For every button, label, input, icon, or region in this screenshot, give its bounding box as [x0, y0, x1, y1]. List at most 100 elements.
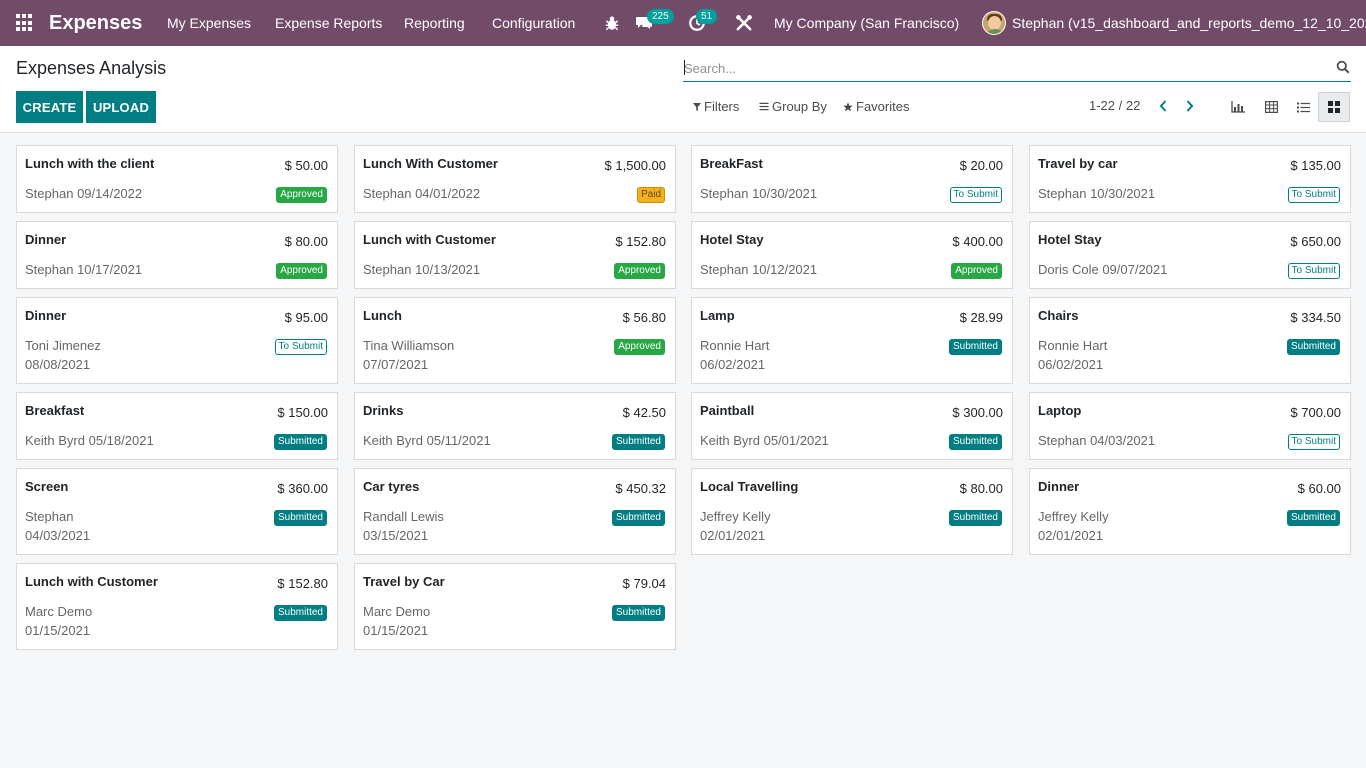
menu-expense-reports[interactable]: Expense Reports [275, 15, 383, 31]
filters-button[interactable]: Filters [693, 99, 739, 114]
expense-card[interactable]: Travel by car $ 135.00 Stephan 10/30/2021 T… [1029, 145, 1351, 213]
status-badge: Approved [276, 187, 327, 203]
expense-amount: $ 80.00 [284, 234, 328, 249]
tools-icon [736, 15, 752, 31]
search-bar [683, 56, 1351, 82]
expense-employee: Tina Williamson [363, 338, 455, 353]
list-lines-icon [759, 102, 769, 111]
expense-title: Hotel Stay [700, 232, 764, 247]
expense-employee: Stephan [1038, 433, 1087, 448]
expense-card[interactable]: Local Travelling $ 80.00 Jeffrey Kelly 02/0… [691, 468, 1013, 555]
status-badge: Submitted [611, 605, 665, 621]
messages-count-badge: 225 [647, 9, 674, 24]
expense-card[interactable]: Hotel Stay $ 400.00 Stephan 10/12/2021 Appr… [691, 221, 1013, 289]
menu-configuration[interactable]: Configuration [492, 15, 576, 31]
expense-card[interactable]: Drinks $ 42.50 Keith Byrd 05/11/2021 Submit… [354, 392, 676, 460]
search-icon[interactable] [1336, 60, 1350, 74]
expense-card[interactable]: Lunch with Customer $ 152.80 Marc Demo 01/1… [16, 563, 338, 650]
expense-employee-date: Stephan 04/03/2021 [1038, 433, 1155, 448]
expense-title: Local Travelling [700, 479, 799, 494]
expense-employee-date: Keith Byrd 05/01/2021 [700, 433, 829, 448]
expense-amount: $ 700.00 [1290, 405, 1341, 420]
status-badge: Submitted [611, 434, 665, 450]
expense-employee-date: Stephan 04/01/2022 [363, 186, 480, 201]
expense-title: Drinks [363, 403, 404, 418]
expense-title: Paintball [700, 403, 755, 418]
status-badge: To Submit [1287, 187, 1340, 203]
expense-amount: $ 360.00 [277, 481, 328, 496]
filter-icon [693, 102, 701, 111]
expense-date: 07/07/2021 [363, 357, 429, 372]
expense-card[interactable]: Lunch With Customer $ 1,500.00 Stephan 04/… [354, 145, 676, 213]
expense-card[interactable]: Hotel Stay $ 650.00 Doris Cole 09/07/2021 T… [1029, 221, 1351, 289]
pager-previous-button[interactable] [1156, 98, 1170, 114]
expense-card[interactable]: Car tyres $ 450.32 Randall Lewis 03/15/2021… [354, 468, 676, 555]
expense-title: Lunch With Customer [363, 156, 498, 171]
expense-date: 02/01/2021 [700, 528, 766, 543]
status-badge: Approved [951, 263, 1002, 279]
avatar [982, 11, 1006, 35]
create-button[interactable]: CREATE [16, 91, 83, 123]
expense-date: 10/30/2021 [752, 186, 818, 201]
expense-amount: $ 400.00 [952, 234, 1003, 249]
status-badge: Submitted [1286, 510, 1340, 526]
expense-amount: $ 300.00 [952, 405, 1003, 420]
pager-next-button[interactable] [1183, 98, 1197, 114]
status-badge: Approved [614, 339, 665, 355]
expense-title: Lunch with Customer [25, 574, 158, 589]
expense-card[interactable]: Breakfast $ 150.00 Keith Byrd 05/18/2021 Su… [16, 392, 338, 460]
menu-reporting[interactable]: Reporting [404, 15, 465, 31]
group-by-button[interactable]: Group By [759, 99, 827, 114]
expense-date: 06/02/2021 [700, 357, 766, 372]
search-input[interactable] [683, 56, 1323, 80]
expense-title: Dinner [25, 308, 67, 323]
star-icon [843, 101, 853, 111]
expense-employee: Stephan [25, 186, 74, 201]
apps-grid-icon [16, 14, 34, 32]
upload-button[interactable]: UPLOAD [86, 91, 156, 123]
expense-title: Car tyres [363, 479, 420, 494]
expense-title: Dinner [1038, 479, 1080, 494]
status-badge: Submitted [273, 605, 327, 621]
expense-card[interactable]: Dinner $ 60.00 Jeffrey Kelly 02/01/2021 Subm… [1029, 468, 1351, 555]
expense-card[interactable]: BreakFast $ 20.00 Stephan 10/30/2021 To Sub… [691, 145, 1013, 213]
expense-card[interactable]: Paintball $ 300.00 Keith Byrd 05/01/2021 Su… [691, 392, 1013, 460]
debug-button[interactable] [603, 0, 621, 46]
expense-title: Dinner [25, 232, 67, 247]
expense-card[interactable]: Lamp $ 28.99 Ronnie Hart 06/02/2021 Submitte… [691, 297, 1013, 384]
expense-employee: Jeffrey Kelly [1038, 509, 1109, 524]
expense-employee: Jeffrey Kelly [700, 509, 771, 524]
chevron-right-icon [1186, 100, 1194, 112]
graph-view-button[interactable] [1222, 92, 1254, 122]
apps-menu-button[interactable] [16, 0, 34, 46]
app-brand[interactable]: Expenses [49, 11, 143, 34]
user-menu[interactable]: Stephan (v15_dashboard_and_reports_demo_… [982, 0, 1366, 46]
filters-label: Filters [704, 99, 740, 114]
list-view-button[interactable] [1287, 92, 1319, 122]
table-icon [1264, 101, 1278, 113]
expense-card[interactable]: Lunch with the client $ 50.00 Stephan 09/1… [16, 145, 338, 213]
expense-employee-date: Stephan 10/17/2021 [25, 262, 142, 277]
kanban-view-button[interactable] [1318, 92, 1350, 122]
favorites-label: Favorites [856, 99, 910, 114]
expense-card[interactable]: Lunch $ 56.80 Tina Williamson 07/07/2021 App… [354, 297, 676, 384]
status-badge: Submitted [948, 510, 1002, 526]
expense-card[interactable]: Laptop $ 700.00 Stephan 04/03/2021 To Submi… [1029, 392, 1351, 460]
expense-date: 04/01/2022 [415, 186, 481, 201]
pivot-view-button[interactable] [1255, 92, 1287, 122]
tools-button[interactable] [735, 0, 753, 46]
expense-card[interactable]: Chairs $ 334.50 Ronnie Hart 06/02/2021 Submi… [1029, 297, 1351, 384]
expense-employee-date: Stephan 10/30/2021 [1038, 186, 1155, 201]
pager-value[interactable]: 1-22 / 22 [1089, 98, 1141, 113]
menu-my-expenses[interactable]: My Expenses [167, 15, 252, 31]
expense-card[interactable]: Dinner $ 95.00 Toni Jimenez 08/08/2021 To Su… [16, 297, 338, 384]
expense-amount: $ 20.00 [959, 158, 1003, 173]
expense-card[interactable]: Travel by Car $ 79.04 Marc Demo 01/15/2021 S… [354, 563, 676, 650]
expense-date: 04/03/2021 [25, 528, 91, 543]
company-switcher[interactable]: My Company (San Francisco) [774, 15, 960, 31]
expense-card[interactable]: Lunch with Customer $ 152.80 Stephan 10/13… [354, 221, 676, 289]
expense-card[interactable]: Screen $ 360.00 Stephan 04/03/2021 Submitted [16, 468, 338, 555]
favorites-button[interactable]: Favorites [843, 99, 909, 114]
expense-title: Breakfast [25, 403, 85, 418]
expense-card[interactable]: Dinner $ 80.00 Stephan 10/17/2021 Approved [16, 221, 338, 289]
